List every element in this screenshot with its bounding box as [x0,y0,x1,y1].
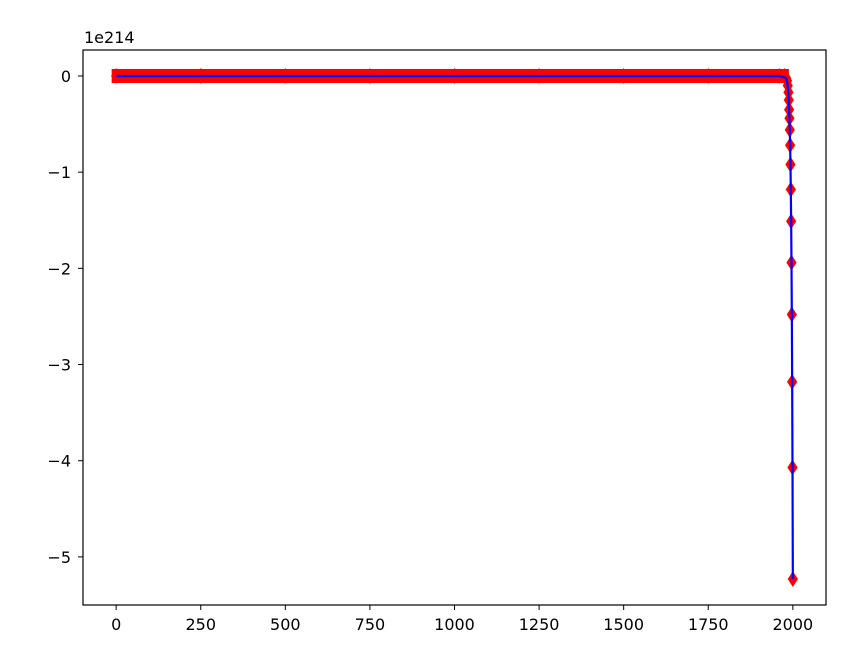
plot-area [111,68,798,587]
x-tick-label: 500 [270,615,301,634]
y-axis-offset-text: 1e214 [84,28,135,47]
x-tick-label: 750 [355,615,386,634]
x-tick-label: 1500 [603,615,644,634]
x-axis: 0 250 500 750 1000 1250 1500 1750 2000 [111,605,813,634]
x-tick-label: 1750 [688,615,729,634]
y-tick-label: 0 [61,67,71,86]
y-tick-label: −5 [47,548,71,567]
x-tick-label: 250 [185,615,216,634]
x-tick-label: 1250 [519,615,560,634]
x-tick-label: 1000 [434,615,475,634]
y-tick-label: −1 [47,163,71,182]
y-tick-label: −4 [47,452,71,471]
x-tick-label: 0 [111,615,121,634]
y-axis: 0 −1 −2 −3 −4 −5 [47,67,83,567]
y-tick-label: −2 [47,259,71,278]
series-line [116,74,794,580]
x-tick-label: 2000 [772,615,813,634]
y-tick-label: −3 [47,356,71,375]
